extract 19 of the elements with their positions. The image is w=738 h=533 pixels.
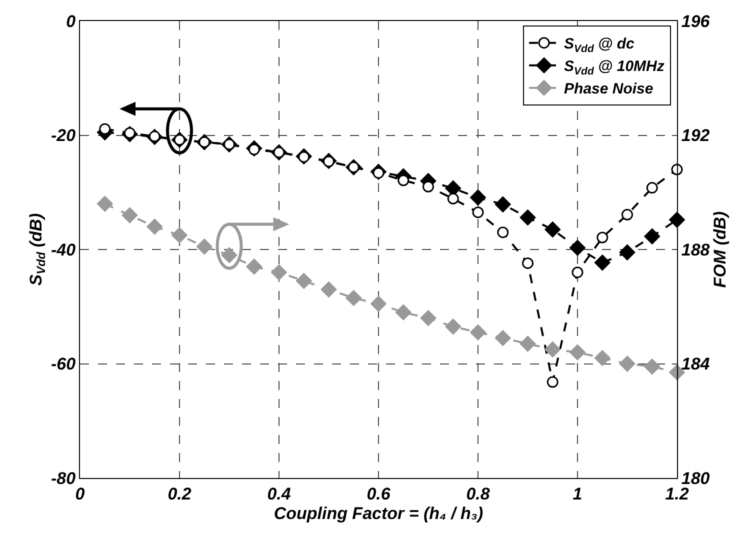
y2-tick-label: 196	[681, 12, 710, 31]
y-tick-label: -40	[51, 240, 76, 260]
legend-label: S$_{Vdd}$ @ dc	[564, 36, 636, 55]
x-tick-label: 0.6	[366, 484, 391, 504]
y-tick-label: 0	[66, 12, 76, 31]
y2-tick-label: 188	[681, 240, 710, 260]
x-tick-label: 0.4	[267, 484, 292, 504]
y2-tick-label: 192	[681, 126, 710, 146]
legend-label: S$_{Vdd}$ @ 10MHz	[564, 58, 665, 78]
y2-axis-title: FOM (dB)	[710, 210, 730, 288]
y-tick-label: -80	[51, 468, 76, 488]
x-tick-label: 1	[572, 484, 582, 504]
x-axis-title: Coupling Factor = (h₄ / h₃)	[274, 504, 484, 523]
legend-label: Phase Noise	[564, 80, 654, 98]
x-tick-label: 0.2	[168, 484, 192, 504]
x-tick-label: 0.8	[466, 484, 490, 504]
y2-tick-label: 184	[681, 354, 710, 374]
y-tick-label: -20	[51, 126, 76, 146]
y-tick-label: -60	[51, 354, 76, 374]
